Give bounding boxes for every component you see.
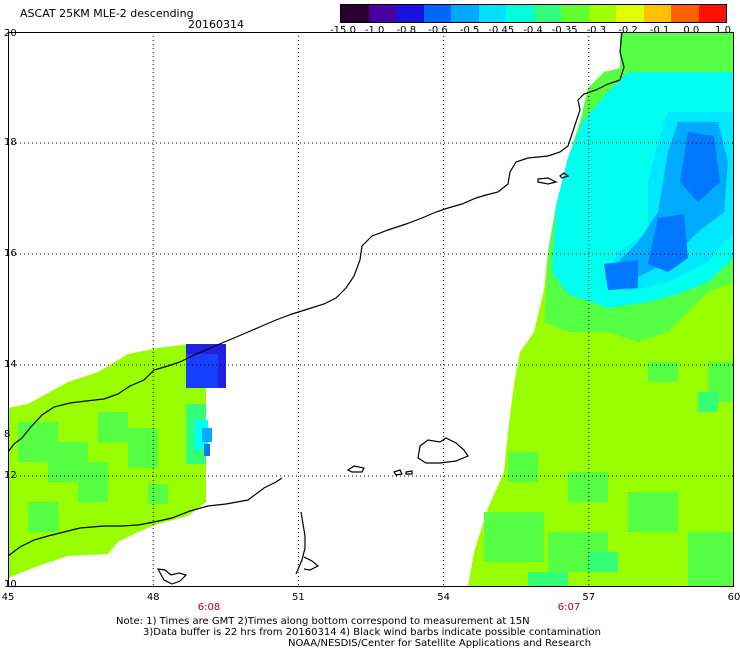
color-scale-label: -0.5 — [459, 25, 480, 36]
data-cell — [148, 484, 168, 504]
longitude-label: 60 — [727, 592, 740, 603]
color-scale-swatch — [588, 5, 616, 22]
data-cell — [204, 444, 210, 456]
note-line-1: Note: 1) Times are GMT 2)Times along bot… — [116, 616, 530, 627]
data-swaths — [8, 32, 734, 587]
color-scale-label: 1.0 — [715, 25, 731, 36]
data-cell — [648, 362, 678, 382]
color-scale-label: -0.8 — [396, 25, 417, 36]
color-scale-swatch — [561, 5, 589, 22]
color-scale-swatch — [396, 5, 424, 22]
data-cell — [186, 344, 224, 354]
longitude-label: 57 — [582, 592, 596, 603]
color-scale-label: -15.0 — [330, 25, 356, 36]
pass-time-right: 6:07 — [557, 602, 581, 613]
latitude-label: 18 — [4, 137, 17, 148]
color-scale-swatch — [616, 5, 644, 22]
color-scale-swatch — [423, 5, 451, 22]
color-scale-label: -0.4 — [523, 25, 543, 36]
data-cell — [508, 452, 538, 482]
note-line-2: 3)Data buffer is 22 hrs from 20160314 4)… — [143, 627, 601, 638]
data-cell — [484, 512, 544, 562]
color-scale-label: -0.1 — [649, 25, 670, 36]
data-cell — [28, 502, 58, 532]
color-scale-label: -0.3 — [586, 25, 607, 36]
longitude-label: 48 — [146, 592, 160, 603]
color-scale-label: -0.35 — [551, 25, 578, 36]
latitude-label: 10 — [4, 579, 17, 590]
latitude-label: 14 — [4, 359, 17, 370]
color-scale-label: 0.0 — [683, 25, 700, 36]
color-scale-swatch — [506, 5, 534, 22]
longitude-label: 45 — [1, 592, 15, 603]
color-scale-swatch — [341, 5, 369, 22]
data-cell — [194, 420, 208, 450]
color-scale-swatch — [671, 5, 699, 22]
color-scale-swatch — [533, 5, 561, 22]
data-cell — [202, 428, 212, 442]
wind-map — [8, 32, 734, 587]
coastline — [8, 32, 625, 585]
longitude-label: 54 — [437, 592, 450, 603]
data-cell — [568, 472, 608, 502]
data-cell — [588, 552, 618, 572]
map-frame — [8, 32, 734, 587]
map-title: ASCAT 25KM MLE-2 descending — [20, 7, 194, 20]
latitude-label: 12 — [4, 470, 17, 481]
color-scale-swatch — [478, 5, 506, 22]
color-scale-swatch — [698, 5, 726, 22]
data-cell — [628, 492, 678, 532]
color-scale-label: -0.45 — [488, 25, 515, 36]
data-cell — [528, 572, 568, 587]
data-cell — [98, 412, 128, 442]
grid-lines — [8, 32, 734, 587]
latitude-label: 20 — [4, 28, 17, 39]
map-date: 20160314 — [188, 18, 244, 31]
pass-time-left: 6:08 — [197, 602, 221, 613]
note-line-3: NOAA/NESDIS/Center for Satellite Applica… — [288, 638, 592, 649]
color-scale-bar — [340, 4, 727, 23]
data-cell — [688, 532, 734, 587]
color-scale-swatch — [643, 5, 671, 22]
longitude-label: 51 — [292, 592, 305, 603]
color-scale-label: -1.0 — [364, 25, 385, 36]
dark-blue-region — [680, 132, 720, 202]
latitude-label: 16 — [4, 248, 17, 259]
color-scale-label: -0.6 — [428, 25, 448, 36]
latitude-label-extra: 8 — [4, 429, 11, 440]
color-scale-swatch — [368, 5, 396, 22]
color-scale-swatch — [451, 5, 479, 22]
data-cell — [78, 462, 108, 502]
data-cell — [218, 344, 226, 388]
dark-blue-region — [648, 214, 688, 272]
color-scale-label: -0.2 — [618, 25, 638, 36]
dark-blue-region — [604, 260, 638, 290]
data-cell — [698, 392, 718, 412]
